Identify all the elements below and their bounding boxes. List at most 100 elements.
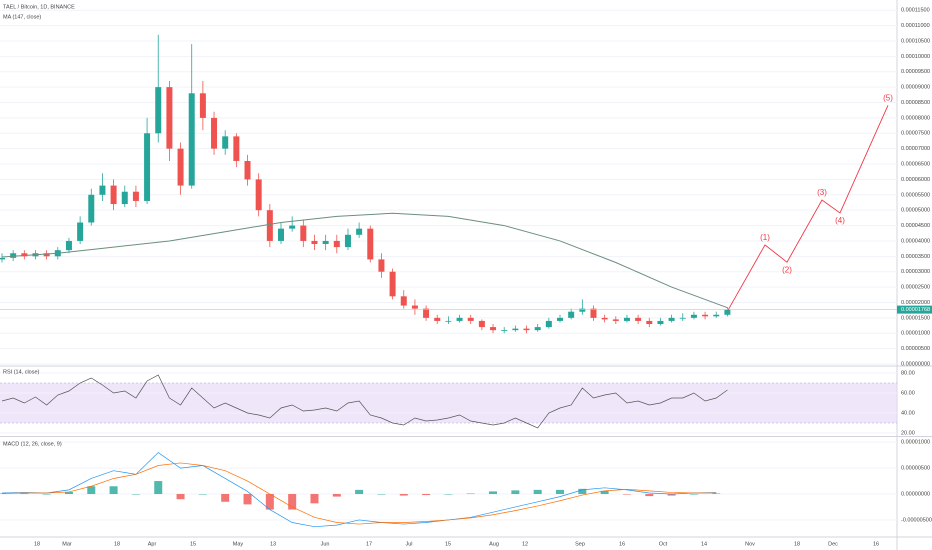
candle-body (0, 257, 5, 260)
y-tick-label: 0.00003500 (901, 254, 930, 260)
macd-line (1, 452, 717, 528)
y-tick-label: 0.00009500 (901, 69, 930, 75)
wave-projection (727, 105, 889, 311)
candle-body (266, 210, 273, 241)
x-tick-label: 14 (701, 541, 707, 547)
candle-body (132, 191, 139, 201)
macd-histogram-bar (511, 490, 520, 495)
candle-body (612, 319, 619, 321)
x-tick-label: Dec (828, 541, 838, 547)
candle-body (65, 240, 72, 251)
last-price-box (897, 305, 932, 314)
macd-histogram-bar (667, 494, 676, 496)
macd-histogram-bar (422, 494, 431, 496)
candle-body (211, 117, 218, 149)
macd-histogram-bar (154, 481, 163, 495)
wave-label: (4) (835, 216, 845, 225)
candle-body (534, 327, 541, 331)
candle-body (289, 225, 296, 229)
y-tick-label: 0.00006000 (901, 177, 930, 183)
moving-average (1, 212, 728, 309)
y-tick-label: 0.00001500 (901, 315, 930, 321)
rsi-line (1, 374, 728, 429)
macd-histogram-bar (622, 494, 631, 495)
y-tick-label: 80.00 (901, 370, 915, 376)
x-tick-label: Sep (575, 541, 585, 547)
y-tick-label: 40.00 (901, 410, 915, 416)
candle-body (635, 317, 642, 321)
macd-legend: MACD (12, 26, close, 9) (3, 441, 62, 447)
x-tick-label: Nov (745, 541, 755, 547)
y-tick-label: 0.00006500 (901, 161, 930, 167)
macd-histogram-bar (466, 493, 475, 495)
y-tick-label: 0.00000000 (901, 491, 930, 497)
candle-body (523, 328, 530, 331)
macd-histogram-bar (355, 489, 364, 495)
candle-body (322, 240, 329, 245)
y-tick-label: 0.00003000 (901, 269, 930, 275)
y-tick-label: 0.00011000 (901, 23, 930, 29)
macd-histogram-bar (87, 486, 96, 495)
y-tick-label: 0.00005000 (901, 208, 930, 214)
y-tick-label: 0.00010500 (901, 38, 930, 44)
candle-body (724, 309, 731, 315)
macd-histogram-bar (221, 494, 230, 502)
macd-histogram-bar (109, 486, 118, 495)
chart-title: TAEL / Bitcoin, 1D, BINANCE (3, 4, 75, 10)
candle-body (110, 185, 117, 205)
candle-body (344, 234, 351, 248)
candle-body (400, 296, 407, 306)
candle-body (702, 314, 709, 317)
candle-body (623, 317, 630, 321)
macd-histogram-bar (131, 494, 140, 495)
candle-body (423, 308, 430, 318)
y-tick-label: 0.00000500 (901, 346, 930, 352)
y-tick-label: -0.00000500 (901, 517, 932, 523)
candle-body (501, 330, 508, 331)
macd-histogram-bar (198, 494, 207, 495)
candle-body (590, 308, 597, 318)
macd-histogram-bar (399, 494, 408, 496)
macd-histogram-bar (600, 490, 609, 495)
macd-histogram-bar (332, 494, 341, 497)
candle-body (601, 317, 608, 320)
candle-body (144, 133, 151, 201)
x-tick-label: 16 (619, 541, 625, 547)
y-tick-label: 0.00002500 (901, 285, 930, 291)
candle-body (713, 314, 720, 317)
candle-body (568, 311, 575, 318)
candle-body (177, 148, 184, 186)
candle-body (367, 228, 374, 260)
candle-body (121, 191, 128, 205)
candle-body (311, 240, 318, 245)
candle-body (557, 317, 563, 321)
candle-body (222, 136, 229, 149)
candle-body (389, 271, 396, 297)
candle-body (579, 308, 586, 312)
ma-legend: MA (147, close) (3, 14, 41, 20)
x-tick-label: 15 (190, 541, 196, 547)
y-tick-label: 0.00001000 (901, 331, 930, 337)
macd-histogram-bar (377, 494, 386, 495)
candle-body (512, 328, 519, 331)
macd-line (1, 462, 717, 525)
macd-histogram-bar (645, 494, 654, 497)
candle-body (646, 320, 653, 325)
macd-histogram-bar (176, 494, 185, 500)
wave-label: (5) (883, 93, 893, 102)
y-tick-label: 0.00011500 (901, 8, 930, 14)
y-tick-label: 20.00 (901, 430, 915, 436)
candle-body (467, 317, 474, 321)
y-tick-label: 0.00000000 (901, 361, 930, 367)
x-tick-label: 15 (445, 541, 451, 547)
candle-body (278, 228, 284, 241)
macd-histogram-bar (42, 494, 51, 495)
macd-histogram-bar (444, 494, 453, 495)
y-tick-label: 0.00005500 (901, 192, 930, 198)
y-tick-label: 0.00008000 (901, 115, 930, 121)
x-tick-label: 13 (270, 541, 276, 547)
candle-body (155, 87, 162, 134)
candle-body (21, 253, 28, 257)
